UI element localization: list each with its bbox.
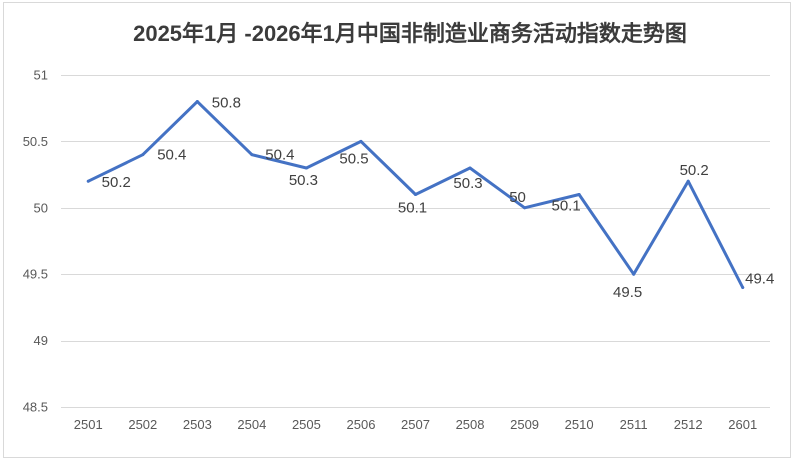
x-tick-label: 2510 <box>565 417 594 432</box>
y-tick-label: 50 <box>34 200 48 215</box>
data-label: 50.3 <box>453 175 482 192</box>
x-tick-label: 2507 <box>401 417 430 432</box>
y-tick-label: 50.5 <box>23 134 48 149</box>
data-labels: 50.2 50.4 50.8 50.4 50.3 50.5 50.1 50.3 50 50.1 49… <box>102 95 775 302</box>
data-label: 50.1 <box>398 200 427 217</box>
data-point <box>250 153 254 157</box>
y-tick-label: 49.5 <box>23 267 48 282</box>
data-label: 50.2 <box>680 162 709 179</box>
y-tick-label: 51 <box>34 68 48 83</box>
data-label: 50 <box>509 189 526 206</box>
data-label: 50.3 <box>289 172 318 189</box>
data-label: 49.5 <box>613 284 642 301</box>
y-axis-tick-labels: 48.5 49 49.5 50 50.5 51 <box>23 68 48 415</box>
x-tick-label: 2511 <box>620 417 648 432</box>
gridlines <box>61 75 770 408</box>
chart-border <box>3 2 791 458</box>
x-tick-label: 2503 <box>183 417 212 432</box>
series-group <box>86 100 745 289</box>
x-tick-label: 2512 <box>674 417 703 432</box>
x-tick-label: 2506 <box>347 417 376 432</box>
data-point <box>632 272 636 276</box>
data-point <box>304 166 308 170</box>
x-tick-label: 2504 <box>237 417 266 432</box>
data-point <box>468 166 472 170</box>
data-point <box>359 139 363 143</box>
data-point <box>195 100 199 104</box>
x-tick-label: 2509 <box>510 417 539 432</box>
data-point <box>577 193 581 197</box>
data-point <box>414 193 417 197</box>
data-point <box>686 179 690 183</box>
x-tick-label: 2502 <box>128 417 157 432</box>
x-tick-label: 2505 <box>292 417 321 432</box>
data-label: 50.1 <box>552 198 581 215</box>
data-point <box>86 179 90 183</box>
y-tick-label: 48.5 <box>23 400 48 415</box>
data-label: 50.4 <box>157 147 186 164</box>
data-label: 50.4 <box>265 147 294 164</box>
data-point <box>741 285 745 289</box>
chart-title: 2025年1月 -2026年1月中国非制造业商务活动指数走势图 <box>133 21 687 46</box>
x-axis-tick-labels: 2501 2502 2503 2504 2505 2506 2507 2508 2509 2510… <box>74 417 757 432</box>
x-tick-label: 2601 <box>728 417 757 432</box>
data-label: 50.8 <box>212 95 241 112</box>
data-point <box>523 206 527 210</box>
data-label: 50.2 <box>102 174 131 191</box>
data-label: 49.4 <box>745 270 774 287</box>
x-tick-label: 2508 <box>456 417 485 432</box>
y-tick-label: 49 <box>34 333 48 348</box>
x-tick-label: 2501 <box>74 417 103 432</box>
data-label: 50.5 <box>339 150 368 167</box>
data-point <box>141 153 145 157</box>
